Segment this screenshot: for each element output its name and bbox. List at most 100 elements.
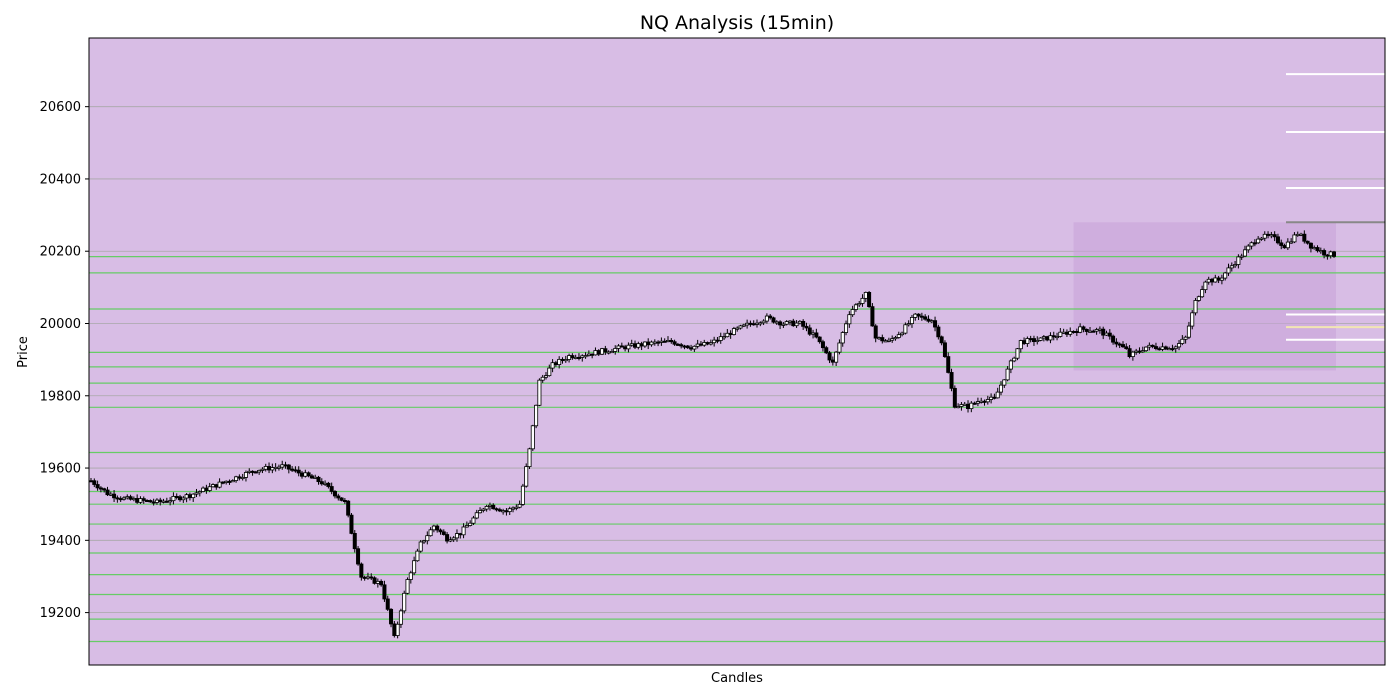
candle xyxy=(105,486,110,496)
candle-body-up xyxy=(197,491,202,494)
candle-body-down xyxy=(590,353,595,356)
candle-body-up xyxy=(108,493,113,496)
candle-body-up xyxy=(722,336,727,339)
candle-body-up xyxy=(247,470,252,473)
candle-body-up xyxy=(1246,245,1251,251)
candle-body-up xyxy=(273,466,278,469)
candle-body-down xyxy=(1101,328,1106,336)
candle xyxy=(603,345,608,355)
candle-body-up xyxy=(1025,338,1030,344)
candle-body-up xyxy=(850,309,855,316)
candle-body-up xyxy=(857,303,862,306)
candle-body-up xyxy=(527,448,532,468)
candle-body-down xyxy=(283,464,288,467)
candle xyxy=(356,546,361,566)
candle-body-down xyxy=(372,577,377,584)
candle-body-up xyxy=(956,406,961,409)
candle-body-down xyxy=(1045,336,1050,341)
candle xyxy=(181,495,186,503)
candle-body-up xyxy=(464,525,469,528)
candle-body-down xyxy=(326,482,331,487)
candle-body-down xyxy=(916,313,921,317)
candle xyxy=(890,335,895,343)
candle xyxy=(316,475,321,485)
candle-body-down xyxy=(92,480,97,485)
candle xyxy=(557,356,562,369)
candle-body-down xyxy=(619,345,624,348)
candle-body-down xyxy=(1322,250,1327,256)
candle-body-up xyxy=(481,508,486,511)
candle xyxy=(148,499,153,503)
candle-body-down xyxy=(919,315,924,318)
candle-body-up xyxy=(534,404,539,427)
candle xyxy=(1163,345,1168,351)
candle-body-down xyxy=(553,362,558,366)
candle xyxy=(1233,260,1238,268)
candle xyxy=(949,368,954,392)
candle xyxy=(844,320,849,336)
candle-body-up xyxy=(626,344,631,350)
candle xyxy=(547,364,552,377)
candle-body-up xyxy=(1226,267,1231,274)
candle-body-down xyxy=(656,341,661,344)
candle-body-up xyxy=(979,400,984,403)
candle xyxy=(372,576,377,585)
candle-body-up xyxy=(609,351,614,354)
candle-body-down xyxy=(105,489,110,496)
candle xyxy=(784,320,789,326)
candle xyxy=(857,300,862,308)
candle-body-up xyxy=(543,375,548,378)
candle xyxy=(741,323,746,328)
candle-body-down xyxy=(705,342,710,345)
candle xyxy=(1084,328,1089,336)
candle-body-up xyxy=(847,314,852,325)
candle-body-up xyxy=(600,348,605,355)
candle-body-up xyxy=(125,496,130,499)
candle-body-up xyxy=(1058,331,1063,337)
candle xyxy=(102,487,107,493)
candle-body-down xyxy=(923,316,928,320)
candle-body-down xyxy=(141,498,146,501)
candle-body-up xyxy=(629,343,634,346)
candles-layer xyxy=(89,230,1337,639)
candle-body-up xyxy=(708,342,713,345)
candle-body-up xyxy=(1041,336,1046,339)
candle-body-up xyxy=(1213,277,1218,283)
candle-body-down xyxy=(1091,330,1096,333)
candle xyxy=(840,331,845,347)
candle-body-up xyxy=(323,482,328,485)
candle-body-up xyxy=(511,507,516,510)
candle-body-up xyxy=(1299,233,1304,236)
candle-body-down xyxy=(356,548,361,565)
candle xyxy=(530,424,535,451)
y-tick-label-19800: 19800 xyxy=(40,389,81,404)
candle-body-up xyxy=(1160,346,1165,350)
candle-body-down xyxy=(771,317,776,323)
candle-body-down xyxy=(379,580,384,586)
candle xyxy=(998,381,1003,396)
candle-body-up xyxy=(461,526,466,536)
candle-body-down xyxy=(352,533,357,550)
candle xyxy=(507,506,512,516)
candle xyxy=(382,580,387,602)
candle-body-up xyxy=(224,480,229,483)
candle-body-down xyxy=(1272,234,1277,238)
candle xyxy=(121,496,126,501)
candle-body-down xyxy=(1111,335,1116,343)
candle xyxy=(1170,344,1175,352)
candle xyxy=(461,523,466,539)
candle xyxy=(1005,366,1010,382)
candle xyxy=(359,562,364,581)
candle xyxy=(725,329,730,338)
candle-body-down xyxy=(115,497,120,500)
candle xyxy=(326,481,331,489)
candle xyxy=(1111,334,1116,345)
candle-body-up xyxy=(900,332,905,336)
candle xyxy=(870,303,875,327)
candle-body-down xyxy=(164,500,169,503)
candle xyxy=(398,608,403,628)
candle xyxy=(1252,239,1257,247)
candle-body-up xyxy=(903,324,908,334)
candle-body-up xyxy=(1177,343,1182,348)
candle-body-down xyxy=(939,336,944,344)
